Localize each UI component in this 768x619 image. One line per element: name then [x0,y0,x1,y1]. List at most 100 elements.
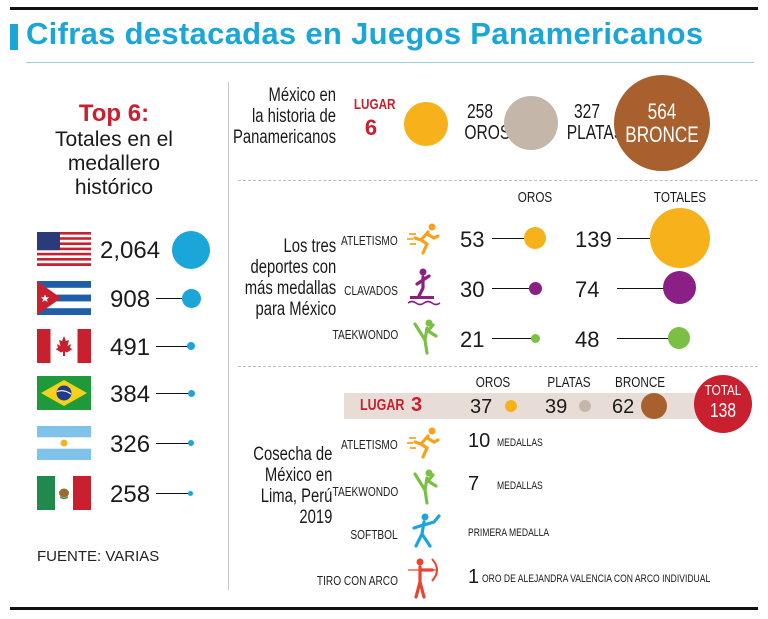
mexico-flag [37,476,91,510]
sport-name-clavados: CLAVADOS [344,283,398,298]
gold-bubble [505,400,517,412]
gold-bubble [404,102,448,146]
history-bronzes-label: BRONCE [625,122,699,147]
history-bronzes: 564 BRONCE [614,100,710,146]
sport-totals-value: 48 [575,327,600,352]
gold-bubble [524,227,546,249]
history-place-label: LUGAR [353,96,396,113]
taekwondo-icon [409,468,441,506]
sport-golds-value: 30 [460,277,485,302]
history-label-3: Panamericanos [233,127,336,148]
lima-total: TOTAL 138 [694,382,752,422]
lima-sport-detail: ORO DE ALEJANDRA VALENCIA CON ARCO INDIV… [482,573,711,585]
lima-sport-count: 10 [468,430,491,452]
bronze-bubble [614,75,710,171]
top6-subtitle-2: medallero [67,152,161,175]
page-title: Cifras destacadas en Juegos Panamericano… [26,16,704,51]
lima-total-value: 138 [709,400,737,422]
sports-label-3: más medallas [244,278,336,299]
lima-sport-detail: MEDALLAS [497,480,543,492]
lima-place-value: 3 [411,394,423,416]
section-divider-2 [238,366,758,367]
lima-label-1: Cosecha de [252,444,332,465]
lima-golds-value: 37 [470,396,493,418]
lima-sport-name: SOFTBOL [350,527,398,542]
history-golds-value: 258 [466,101,494,123]
bronze-bubble [641,393,667,419]
top6-subtitle-1: Totales en el [55,128,173,151]
leader-line [617,238,652,239]
lima-total-label: TOTAL [704,382,742,399]
archery-icon [406,556,442,600]
usa-flag [37,232,91,266]
sport-totals-value: 74 [575,277,600,302]
top6-heading: Top 6: [78,100,150,127]
history-silvers-value: 327 [573,101,601,123]
leader-line [492,238,524,239]
medal-bubble [182,289,201,308]
sport-golds-value: 21 [460,327,485,352]
lima-place: LUGAR [360,397,417,415]
silver-bubble [504,96,558,150]
lima-label-3: Lima, Perú [260,486,332,507]
lima-sport-count: 1 [468,566,480,588]
history-label: México en la historia de Panamericanos [204,85,336,148]
lima-sport-detail: PRIMERA MEDALLA [468,527,550,539]
sports-label-4: para México [255,299,336,320]
title-underline [26,62,754,63]
canada-flag [37,329,91,363]
lima-sport-name: ATLETISMO [341,437,398,452]
lima-label-2: México en [264,465,332,486]
gold-bubble [531,334,540,343]
column-divider [228,82,229,590]
runner-icon [407,222,443,256]
sport-golds-value: 53 [460,227,485,252]
leader-line [156,393,189,394]
leader-line [492,288,530,289]
lima-silvers-value: 39 [545,396,568,418]
lima-col-bronzes: BRONCE [615,374,666,391]
bottom-rule [10,607,758,610]
sport-name-taekwondo: TAEKWONDO [332,327,398,342]
leader-line [617,288,664,289]
sports-label-2: deportes con [250,257,336,278]
leader-line [156,443,189,444]
cuba-flag [37,281,91,315]
total-bubble [650,208,710,268]
top-rule [10,7,758,10]
history-bronzes-value: 564 [647,99,677,124]
total-bubble [694,375,752,433]
country-value: 908 [110,286,151,313]
history-label-1: México en [268,85,336,106]
leader-line [156,346,189,347]
diver-icon [406,268,442,306]
country-value: 491 [110,334,151,361]
country-value: 384 [110,381,151,408]
argentina-flag [37,426,91,460]
silver-bubble [579,400,591,412]
title-accent-bar [10,24,18,50]
lima-label: Cosecha de México en Lima, Perú 2019 [231,444,332,528]
history-golds-label: OROS [464,122,511,144]
gold-bubble [529,282,542,295]
country-value: 2,064 [100,237,161,264]
total-bubble [668,327,690,349]
source-note: FUENTE: VARIAS [37,548,160,565]
taekwondo-icon [409,318,441,356]
lima-bronzes-value: 62 [612,396,635,418]
sport-totals-value: 139 [575,227,612,252]
top6-subtitle-3: histórico [74,176,154,199]
history-label-2: la historia de [251,106,336,127]
medal-bubble [172,231,210,269]
sport-name-atletismo: ATLETISMO [341,233,398,248]
history-golds: 258 OROS [460,101,511,144]
total-bubble [663,271,696,304]
top6-heading-block: Top 6: Totales en el medallero histórico [0,100,228,200]
leader-line [156,493,189,494]
history-silvers: 327 PLATAS [561,101,625,144]
leader-line [492,338,532,339]
lima-sport-detail: MEDALLAS [497,437,543,449]
lima-col-silvers: PLATAS [547,374,591,391]
lima-place-label: LUGAR [360,397,405,414]
medal-bubble [188,440,194,446]
